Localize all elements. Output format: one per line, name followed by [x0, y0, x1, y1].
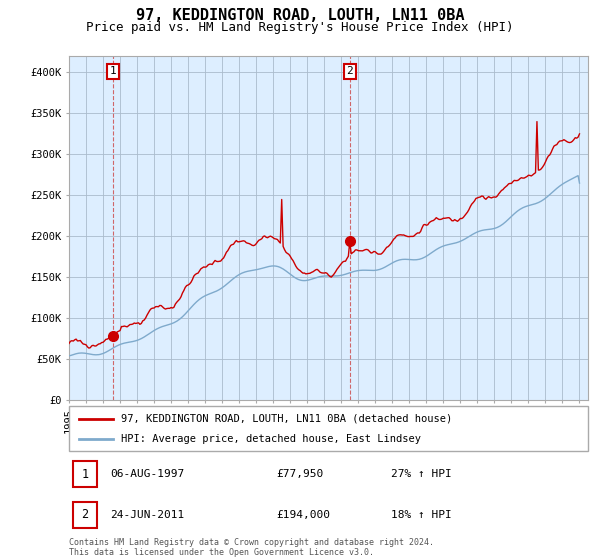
Text: 2: 2 [81, 508, 88, 521]
Bar [73, 461, 97, 487]
Text: 97, KEDDINGTON ROAD, LOUTH, LN11 0BA: 97, KEDDINGTON ROAD, LOUTH, LN11 0BA [136, 8, 464, 24]
Text: 27% ↑ HPI: 27% ↑ HPI [391, 469, 452, 479]
Text: £77,950: £77,950 [277, 469, 324, 479]
Text: 06-AUG-1997: 06-AUG-1997 [110, 469, 185, 479]
Text: 18% ↑ HPI: 18% ↑ HPI [391, 510, 452, 520]
Text: HPI: Average price, detached house, East Lindsey: HPI: Average price, detached house, East… [121, 434, 421, 444]
Text: 97, KEDDINGTON ROAD, LOUTH, LN11 0BA (detached house): 97, KEDDINGTON ROAD, LOUTH, LN11 0BA (de… [121, 413, 452, 423]
Text: £194,000: £194,000 [277, 510, 331, 520]
Text: 2: 2 [346, 66, 353, 76]
Bar [73, 502, 97, 528]
Text: Contains HM Land Registry data © Crown copyright and database right 2024.
This d: Contains HM Land Registry data © Crown c… [69, 538, 434, 557]
Text: 24-JUN-2011: 24-JUN-2011 [110, 510, 185, 520]
Text: Price paid vs. HM Land Registry's House Price Index (HPI): Price paid vs. HM Land Registry's House … [86, 21, 514, 34]
Text: 1: 1 [110, 66, 116, 76]
Text: 1: 1 [81, 468, 88, 480]
